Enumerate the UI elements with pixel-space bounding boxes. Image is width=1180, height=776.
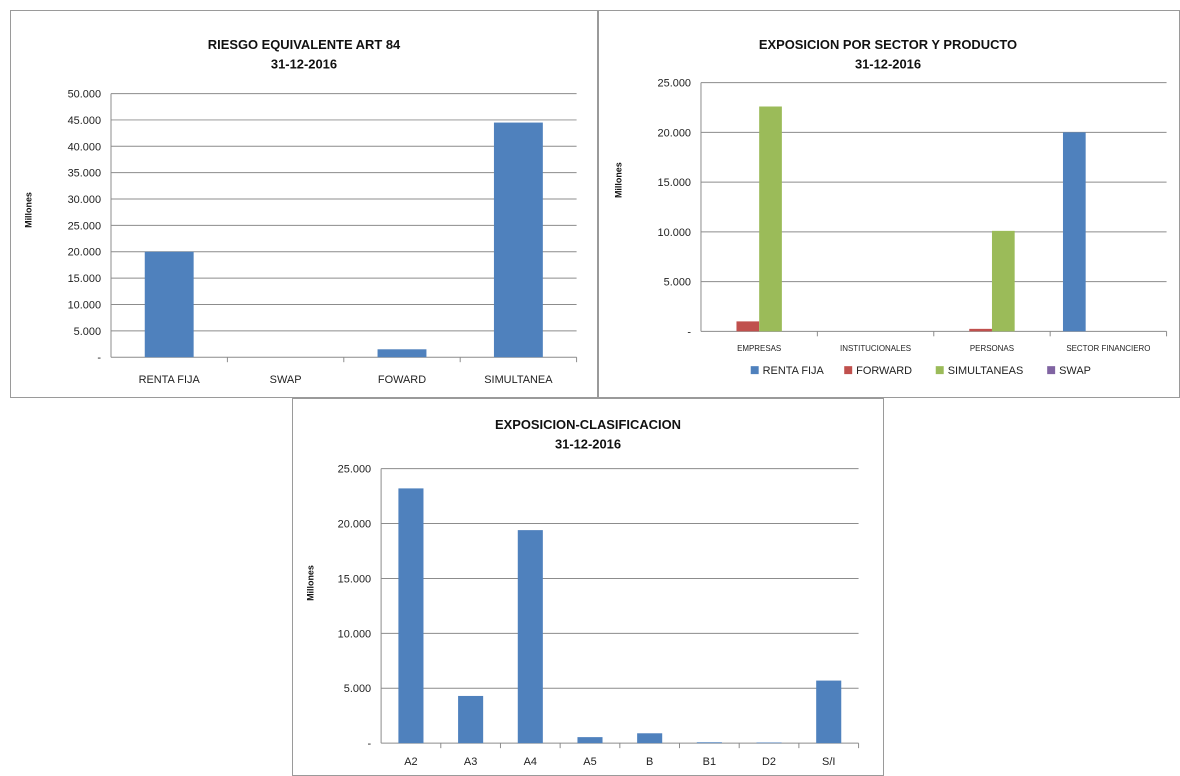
y-tick-label: 5.000 [74,326,101,338]
x-category-label: EMPRESAS [737,344,781,353]
chart-subtitle: 31-12-2016 [555,437,621,452]
chart-title: EXPOSICION-CLASIFICACION [495,417,681,432]
chart-riesgo-equivalente: RIESGO EQUIVALENTE ART 84 31-12-2016 Mil… [23,37,578,386]
chart-subtitle: 31-12-2016 [271,57,337,72]
x-category-label: FOWARD [378,374,426,386]
x-category-label: B1 [703,756,716,768]
chart-panel-exposicion-sector: EXPOSICION POR SECTOR Y PRODUCTO 31-12-2… [598,10,1180,398]
y-tick-label: 25.000 [658,78,691,90]
y-tick-label: - [367,738,371,750]
bar [398,488,424,744]
y-tick-label: 10.000 [658,227,691,239]
legend-label: SIMULTANEAS [948,365,1024,377]
x-category-label: SECTOR FINANCIERO [1066,344,1150,353]
bar [1062,132,1086,332]
bar [517,530,543,744]
y-tick-label: 40.000 [68,141,101,153]
legend-label: RENTA FIJA [763,365,825,377]
bar [991,230,1015,332]
x-category-label: RENTA FIJA [139,374,201,386]
y-axis-label: Millones [613,162,623,198]
x-category-label: A5 [583,756,596,768]
bar [969,328,992,332]
y-tick-label: 45.000 [68,115,101,127]
legend-label: FORWARD [856,365,912,377]
y-tick-label: 20.000 [68,247,101,259]
x-category-label: SWAP [270,374,302,386]
bar [144,251,194,358]
bar [458,695,484,744]
y-tick-label: 5.000 [344,683,371,695]
chart-exposicion-sector-producto: EXPOSICION POR SECTOR Y PRODUCTO 31-12-2… [613,37,1168,377]
y-tick-label: 35.000 [68,168,101,180]
bar [756,742,782,744]
chart-exposicion-clasificacion: EXPOSICION-CLASIFICACION 31-12-2016 Mill… [305,417,860,768]
chart-panel-exposicion-clasificacion: EXPOSICION-CLASIFICACION 31-12-2016 Mill… [292,398,884,776]
y-tick-label: 15.000 [338,573,371,585]
legend-swatch [1047,366,1056,375]
bar [696,742,722,744]
y-tick-label: 10.000 [338,628,371,640]
bar [736,321,760,332]
x-category-label: INSTITUCIONALES [840,344,911,353]
y-tick-label: 20.000 [658,127,691,139]
y-tick-label: - [687,326,691,338]
legend-swatch [844,366,853,375]
x-category-label: A4 [524,756,537,768]
chart-title: EXPOSICION POR SECTOR Y PRODUCTO [759,37,1017,52]
bar [759,106,782,332]
y-axis-label: Millones [305,565,315,601]
y-tick-label: 10.000 [68,299,101,311]
x-category-label: PERSONAS [970,344,1014,353]
y-tick-label: 25.000 [338,464,371,476]
y-axis-label: Millones [23,192,33,228]
legend-label: SWAP [1059,365,1091,377]
x-category-label: A2 [404,756,417,768]
bar [377,349,427,358]
y-tick-label: 30.000 [68,194,101,206]
y-tick-label: - [97,352,101,364]
bar [816,680,842,744]
y-tick-label: 15.000 [68,273,101,285]
bar [577,737,603,744]
chart-title: RIESGO EQUIVALENTE ART 84 [208,37,401,52]
x-category-label: SIMULTANEA [484,374,553,386]
y-tick-label: 5.000 [664,277,691,289]
y-tick-label: 50.000 [68,89,101,101]
bar [493,122,543,358]
legend-swatch [750,366,759,375]
bar [637,733,663,744]
x-category-label: S/I [822,756,835,768]
legend-swatch [935,366,944,375]
chart-subtitle: 31-12-2016 [855,57,921,72]
x-category-label: B [646,756,653,768]
y-tick-label: 15.000 [658,177,691,189]
x-category-label: A3 [464,756,477,768]
y-tick-label: 20.000 [338,519,371,531]
x-category-label: D2 [762,756,776,768]
y-tick-label: 25.000 [68,220,101,232]
chart-panel-riesgo-equivalente: RIESGO EQUIVALENTE ART 84 31-12-2016 Mil… [10,10,598,398]
